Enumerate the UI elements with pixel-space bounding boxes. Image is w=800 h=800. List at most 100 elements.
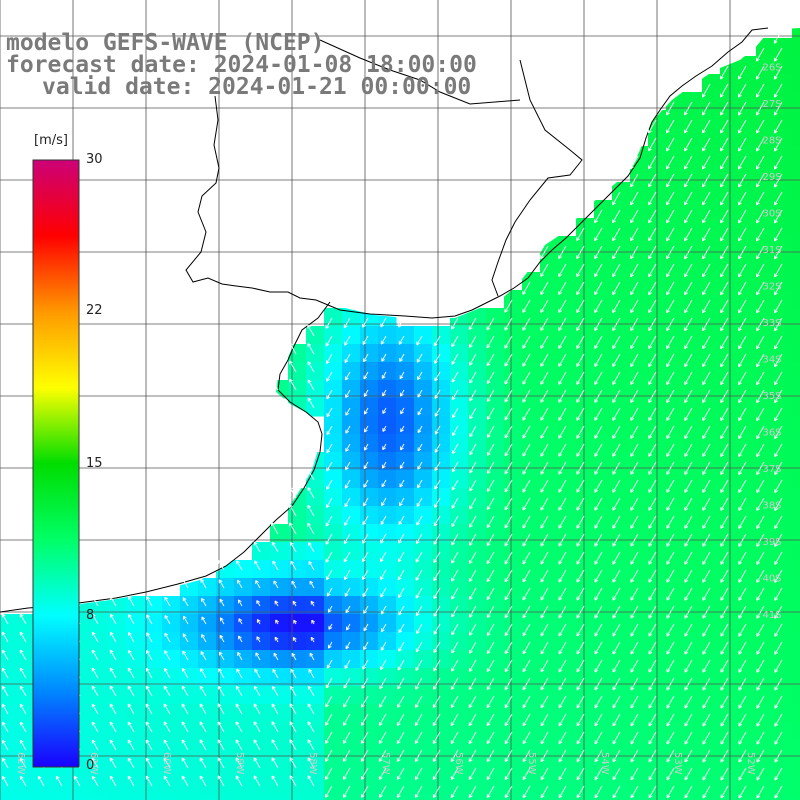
wind-cell (252, 578, 271, 597)
wind-cell (738, 668, 757, 687)
wind-arrow (702, 173, 711, 188)
wind-arrow (433, 605, 441, 617)
wind-arrow (362, 317, 369, 328)
wind-cell (630, 200, 649, 219)
wind-arrow (486, 443, 495, 456)
colorbar-tick-30: 30 (86, 152, 103, 167)
wind-cell (468, 758, 487, 777)
wind-cell (738, 326, 757, 345)
wind-cell (540, 578, 559, 597)
wind-cell (378, 344, 397, 363)
wind-arrow (522, 605, 531, 619)
wind-cell (630, 686, 649, 705)
wind-cell (792, 668, 800, 687)
wind-cell (576, 758, 595, 777)
wind-arrow (291, 652, 297, 661)
wind-cell (108, 794, 127, 800)
wind-cell (270, 632, 289, 651)
wind-arrow (558, 425, 567, 439)
wind-arrow (382, 443, 387, 451)
wind-cell (792, 758, 800, 777)
wind-cell (450, 578, 469, 597)
wind-arrow (666, 317, 675, 332)
wind-arrow (540, 407, 549, 421)
wind-arrow (666, 299, 675, 314)
wind-arrow (362, 569, 369, 580)
wind-arrow (486, 605, 495, 619)
wind-arrow (522, 425, 531, 439)
wind-cell (792, 308, 800, 327)
wind-cell (180, 758, 199, 777)
wind-cell (522, 794, 541, 800)
wind-cell (792, 632, 800, 651)
wind-cell (306, 326, 325, 345)
wind-cell (756, 632, 775, 651)
wind-arrow (756, 317, 765, 332)
wind-cell (486, 470, 505, 489)
wind-cell (432, 704, 451, 723)
wind-arrow (1, 649, 9, 661)
wind-arrow (310, 636, 315, 643)
wind-arrow (451, 533, 459, 546)
wind-cell (792, 704, 800, 723)
wind-cell (342, 452, 361, 471)
wind-arrow (469, 515, 477, 528)
wind-arrow (451, 587, 459, 600)
wind-cell (666, 272, 685, 291)
wind-arrow (522, 641, 531, 655)
wind-cell (774, 722, 793, 741)
wind-cell (198, 722, 217, 741)
wind-arrow (400, 425, 405, 433)
wind-arrow (468, 659, 477, 672)
wind-cell (324, 308, 343, 327)
wind-arrow (307, 324, 315, 337)
wind-arrow (630, 569, 639, 583)
wind-arrow (719, 101, 729, 116)
wind-cell (486, 776, 505, 795)
wind-cell (378, 362, 397, 381)
wind-cell (702, 704, 721, 723)
wind-cell (450, 470, 469, 489)
wind-arrow (127, 595, 135, 607)
wind-cell (720, 686, 739, 705)
wind-cell (486, 722, 505, 741)
wind-cell (324, 488, 343, 507)
wind-cell (702, 776, 721, 795)
wind-arrow (756, 533, 765, 547)
wind-cell (198, 632, 217, 651)
wind-cell (378, 794, 397, 800)
wind-cell (378, 704, 397, 723)
wind-arrow (468, 551, 477, 564)
wind-cell (666, 470, 685, 489)
wind-arrow (363, 479, 369, 488)
wind-arrow (666, 227, 675, 242)
wind-arrow (468, 587, 477, 600)
wind-arrow (325, 335, 333, 347)
wind-cell (486, 794, 505, 800)
wind-arrow (434, 497, 441, 508)
wind-cell (702, 668, 721, 687)
wind-cell (612, 488, 631, 507)
wind-cell (522, 740, 541, 759)
wind-cell (594, 704, 613, 723)
wind-cell (738, 362, 757, 381)
wind-cell (468, 542, 487, 561)
wind-arrow (702, 191, 711, 206)
wind-cell (630, 506, 649, 525)
wind-cell (612, 452, 631, 471)
wind-cell (594, 506, 613, 525)
wind-cell (666, 560, 685, 579)
wind-cell (378, 596, 397, 615)
wind-cell (630, 578, 649, 597)
wind-cell (414, 542, 433, 561)
wind-cell (774, 308, 793, 327)
wind-cell (756, 344, 775, 363)
wind-cell (612, 596, 631, 615)
wind-cell (540, 632, 559, 651)
wind-arrow (594, 497, 603, 511)
wind-cell (702, 722, 721, 741)
wind-cell (576, 236, 595, 255)
wind-cell (594, 362, 613, 381)
wind-arrow (307, 469, 315, 481)
wind-cell (342, 416, 361, 435)
